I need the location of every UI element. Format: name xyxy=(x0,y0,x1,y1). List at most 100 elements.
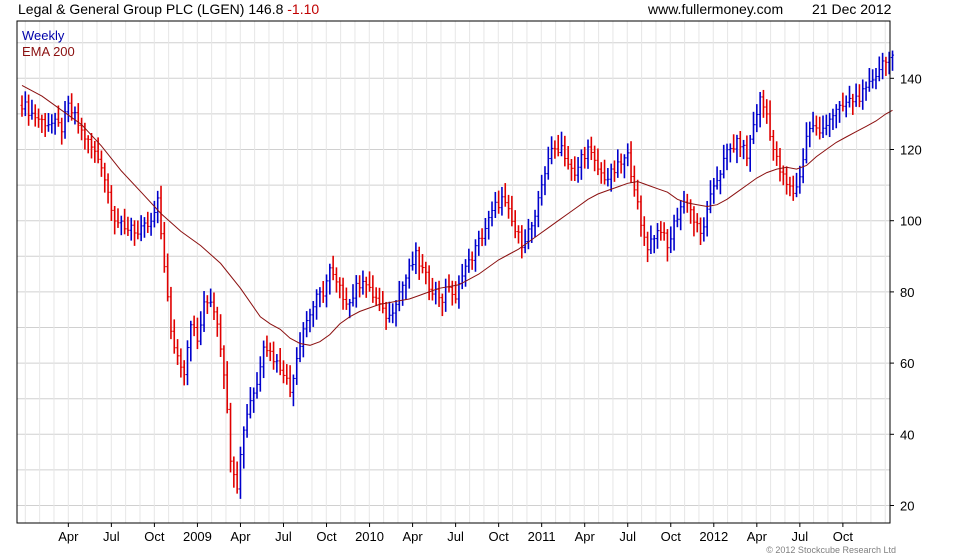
ohlc-bar xyxy=(663,222,666,240)
ohlc-bar xyxy=(600,162,603,184)
ohlc-bar xyxy=(620,153,623,173)
ohlc-bar xyxy=(500,187,503,216)
ohlc-bar xyxy=(858,84,861,107)
ohlc-bar xyxy=(587,140,590,169)
ohlc-bar xyxy=(534,210,537,237)
x-tick-label: Apr xyxy=(58,529,79,544)
ohlc-bar xyxy=(169,287,172,339)
ohlc-bar xyxy=(775,141,778,166)
ohlc-bar xyxy=(788,177,791,196)
ohlc-bar xyxy=(239,447,242,499)
ohlc-bar xyxy=(822,116,825,139)
ohlc-bar xyxy=(646,232,649,262)
ohlc-bar xyxy=(150,213,153,236)
x-tick-label: Oct xyxy=(661,529,682,544)
ohlc-bar xyxy=(812,112,815,133)
ohlc-bar xyxy=(865,82,868,101)
ohlc-bar xyxy=(815,116,818,136)
y-tick-label: 40 xyxy=(900,427,914,442)
ohlc-bar xyxy=(514,210,517,238)
ohlc-bar xyxy=(44,113,47,137)
ohlc-bar xyxy=(504,183,507,207)
ohlc-bar xyxy=(352,284,355,306)
ohlc-bar xyxy=(679,200,682,230)
x-tick-label: Jul xyxy=(619,529,636,544)
ohlc-bar xyxy=(851,94,854,115)
ohlc-bar xyxy=(802,148,805,183)
ohlc-bar xyxy=(524,229,527,253)
ohlc-bar xyxy=(103,163,106,193)
ohlc-bar xyxy=(222,345,225,389)
ohlc-bar xyxy=(282,360,285,383)
ohlc-bar xyxy=(87,135,90,153)
ohlc-bar xyxy=(805,122,808,163)
ohlc-bar xyxy=(146,212,149,233)
ohlc-bar xyxy=(580,149,583,179)
x-tick-label: Oct xyxy=(489,529,510,544)
ohlc-bar xyxy=(116,208,119,228)
ohlc-bar xyxy=(481,228,484,246)
ohlc-bar xyxy=(342,278,345,310)
ohlc-bar xyxy=(335,267,338,292)
ohlc-bar xyxy=(477,231,480,256)
ohlc-bar xyxy=(414,242,417,274)
ohlc-bar xyxy=(292,375,295,407)
ohlc-bar xyxy=(464,259,467,287)
ohlc-bar xyxy=(699,217,702,245)
ohlc-bar xyxy=(229,403,232,473)
x-tick-label: 2010 xyxy=(355,529,384,544)
ohlc-bar xyxy=(497,191,500,214)
ohlc-bar xyxy=(739,131,742,157)
ohlc-bar xyxy=(808,122,811,148)
ohlc-bar xyxy=(242,426,245,468)
ohlc-bars xyxy=(21,51,895,499)
x-tick-label: Oct xyxy=(316,529,337,544)
ohlc-bar xyxy=(881,53,884,79)
ohlc-bar xyxy=(547,147,550,180)
ohlc-bar xyxy=(371,275,374,303)
ohlc-bar xyxy=(34,104,37,126)
ohlc-bar xyxy=(491,201,494,226)
ohlc-bar xyxy=(735,135,738,163)
ohlc-bar xyxy=(603,160,606,185)
y-tick-label: 120 xyxy=(900,143,922,158)
ohlc-bar xyxy=(818,117,821,140)
ohlc-bar xyxy=(613,160,616,181)
y-axis: 20406080100120140 xyxy=(890,71,922,513)
y-tick-label: 140 xyxy=(900,71,922,86)
ohlc-bar xyxy=(659,221,662,241)
ohlc-bar xyxy=(143,217,146,238)
ohlc-bar xyxy=(40,115,43,133)
ohlc-bar xyxy=(653,235,656,253)
ohlc-bar xyxy=(385,302,388,330)
x-tick-label: Jul xyxy=(792,529,809,544)
ohlc-bar xyxy=(673,215,676,251)
ohlc-bar xyxy=(328,264,331,295)
ohlc-bar xyxy=(64,101,67,139)
ohlc-bar xyxy=(418,247,421,280)
ohlc-bar xyxy=(236,461,239,493)
ohlc-bar xyxy=(623,154,626,178)
ohlc-bar xyxy=(848,86,851,108)
ohlc-bar xyxy=(471,251,474,269)
y-tick-label: 20 xyxy=(900,499,914,514)
ohlc-bar xyxy=(27,95,30,126)
ohlc-bar xyxy=(404,274,407,299)
ohlc-bar xyxy=(345,288,348,310)
x-tick-label: Apr xyxy=(575,529,596,544)
ohlc-bar xyxy=(421,254,424,273)
ohlc-bar xyxy=(60,118,63,145)
ohlc-bar xyxy=(408,259,411,289)
legend-interval: Weekly xyxy=(22,28,65,43)
x-axis: Apr Jul Oct 2009 Apr Jul Oct 2010 Apr Jul Oct 2011 A… xyxy=(58,523,853,544)
ohlc-bar xyxy=(636,180,639,210)
ohlc-bar xyxy=(173,319,176,353)
ohlc-bar xyxy=(778,148,781,181)
ohlc-bar xyxy=(759,92,762,127)
ohlc-bar xyxy=(563,136,566,167)
ohlc-bar xyxy=(395,300,398,327)
ohlc-bar xyxy=(262,341,265,379)
ohlc-bar xyxy=(378,288,381,311)
ohlc-bar xyxy=(126,217,129,236)
ohlc-bar xyxy=(30,100,33,120)
